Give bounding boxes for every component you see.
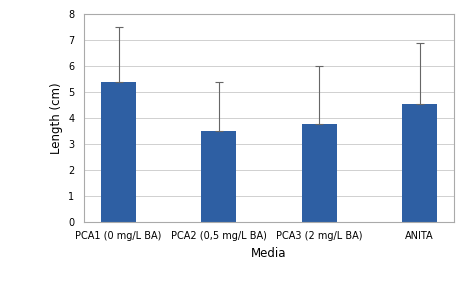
X-axis label: Media: Media <box>251 247 287 260</box>
Bar <box>201 131 236 222</box>
Bar <box>302 124 337 222</box>
Y-axis label: Length (cm): Length (cm) <box>50 82 63 154</box>
Bar <box>402 104 437 222</box>
Bar <box>101 82 136 222</box>
